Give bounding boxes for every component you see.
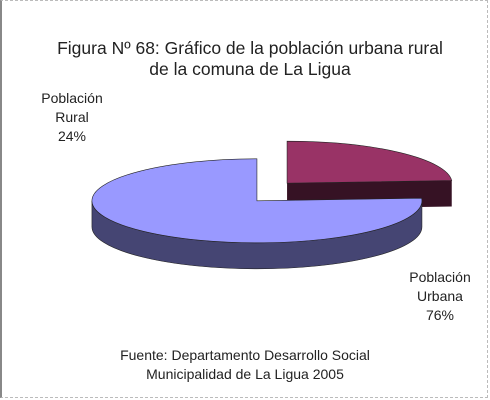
slice-label-line: Población [41, 90, 103, 106]
slice-label-group: Población Urbana 76% [409, 269, 471, 323]
slice-label-line: Rural [55, 109, 88, 125]
chart-title: Figura Nº 68: Gráfico de la población ur… [57, 38, 443, 79]
slice-label: Población Urbana [409, 269, 471, 304]
source-note: Fuente: Departamento Desarrollo Social M… [120, 347, 370, 382]
slice [91, 158, 423, 244]
slice-label-line: Población [409, 269, 471, 285]
slice [286, 140, 453, 184]
slice-label: Población Rural [41, 90, 103, 125]
slice-value-label: 24% [58, 128, 86, 144]
slice-value-label: 76% [426, 307, 454, 323]
slice-label-line: Urbana [417, 288, 463, 304]
slice-label-group: Población Rural 24% [41, 90, 103, 144]
